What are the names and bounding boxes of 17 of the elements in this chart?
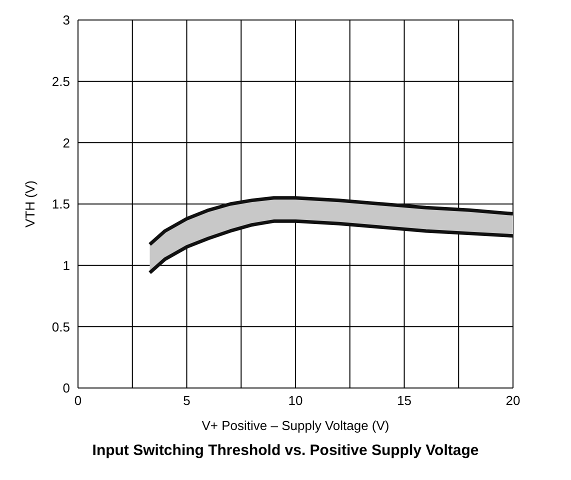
y-tick-label: 2.5: [52, 74, 70, 89]
y-tick-label: 0: [62, 380, 70, 396]
x-axis-title: V+ Positive – Supply Voltage (V): [202, 418, 390, 433]
x-tick-label: 20: [506, 393, 520, 408]
y-axis-title: VTH (V): [22, 180, 38, 228]
line-series: [148, 219, 513, 274]
y-tick-label: 1: [62, 258, 70, 273]
y-tick-label: 1.5: [52, 196, 70, 212]
x-tick-label: 0: [74, 393, 82, 408]
x-tick-label: 10: [288, 393, 303, 408]
y-tick-label: 3: [62, 12, 70, 28]
x-tick-label: 5: [183, 393, 190, 408]
y-tick-label: 0.5: [52, 319, 70, 334]
x-tick-label: 15: [397, 393, 412, 408]
line-series: [148, 196, 513, 246]
text: Input Switching Threshold vs. Positive Supply Voltage: [91, 442, 480, 459]
y-tick-label: 2: [62, 135, 70, 150]
